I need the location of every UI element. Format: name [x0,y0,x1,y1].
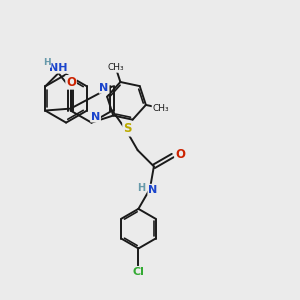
Text: H: H [137,182,145,193]
Text: O: O [66,76,76,89]
Text: N: N [100,83,109,93]
Text: N: N [148,184,158,195]
Text: O: O [175,148,185,160]
Text: NH: NH [49,63,67,73]
Text: Cl: Cl [133,267,144,277]
Text: S: S [123,122,132,135]
Text: N: N [91,112,100,122]
Text: H: H [44,58,51,67]
Text: CH₃: CH₃ [107,63,124,72]
Text: CH₃: CH₃ [152,103,169,112]
